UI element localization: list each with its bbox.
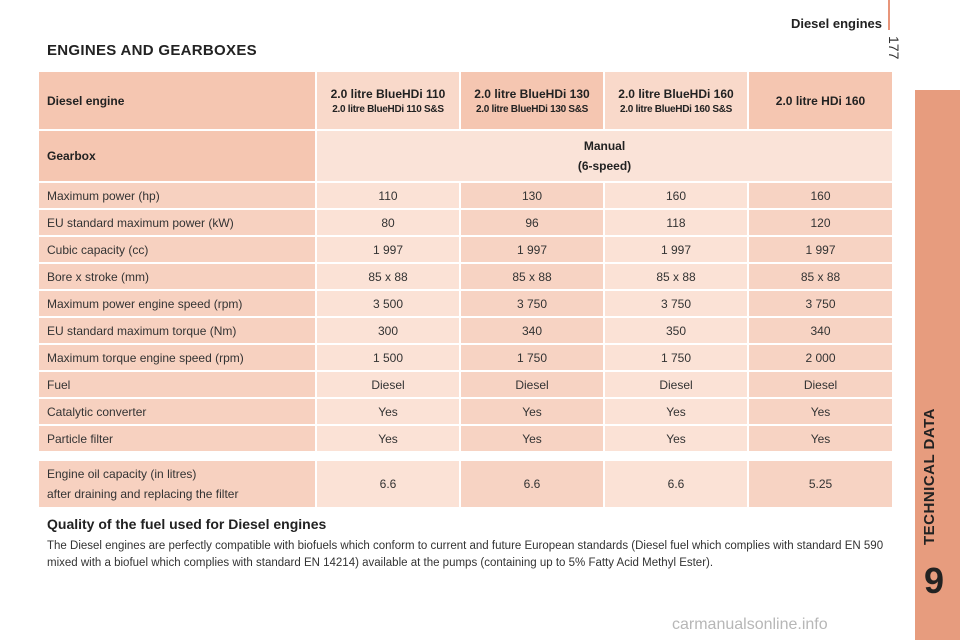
- table-cell: Yes: [459, 426, 603, 453]
- engine-header: 2.0 litre BlueHDi 130 2.0 litre BlueHDi …: [459, 72, 603, 131]
- engine-name: 2.0 litre BlueHDi 160: [618, 86, 734, 101]
- engine-variant: 2.0 litre BlueHDi 130 S&S: [476, 103, 588, 115]
- engine-spec-table: Diesel engine 2.0 litre BlueHDi 110 2.0 …: [39, 72, 892, 453]
- table-cell: 1 997: [747, 237, 892, 264]
- table-row: Cubic capacity (cc) 1 997 1 997 1 997 1 997: [39, 237, 892, 264]
- table-cell: 350: [603, 318, 747, 345]
- table-cell: 110: [315, 183, 459, 210]
- row-label: Bore x stroke (mm): [39, 264, 315, 291]
- row-label: Particle filter: [39, 426, 315, 453]
- engine-header: 2.0 litre BlueHDi 110 2.0 litre BlueHDi …: [315, 72, 459, 131]
- table-cell: Yes: [459, 399, 603, 426]
- table-cell: Diesel: [459, 372, 603, 399]
- section-title: ENGINES AND GEARBOXES: [47, 42, 257, 59]
- header-divider: [888, 0, 890, 30]
- chapter-number: 9: [924, 560, 945, 601]
- table-cell: 1 997: [315, 237, 459, 264]
- table-cell: 1 997: [459, 237, 603, 264]
- table-cell: Yes: [747, 426, 892, 453]
- table-cell: 96: [459, 210, 603, 237]
- table-cell: Diesel: [603, 372, 747, 399]
- table-cell: 300: [315, 318, 459, 345]
- row-label: Maximum power (hp): [39, 183, 315, 210]
- table-row: Bore x stroke (mm) 85 x 88 85 x 88 85 x 88 8…: [39, 264, 892, 291]
- table-cell: 118: [603, 210, 747, 237]
- gearbox-label: Gearbox: [39, 131, 315, 183]
- oil-capacity-value: 6.6: [315, 461, 459, 507]
- table-header-row: Diesel engine 2.0 litre BlueHDi 110 2.0 …: [39, 72, 892, 131]
- table-cell: 1 500: [315, 345, 459, 372]
- row-label: Cubic capacity (cc): [39, 237, 315, 264]
- table-cell: 160: [603, 183, 747, 210]
- row-label: Maximum torque engine speed (rpm): [39, 345, 315, 372]
- fuel-quality-title: Quality of the fuel used for Diesel engi…: [47, 516, 327, 532]
- table-cell: Yes: [315, 399, 459, 426]
- row-label: EU standard maximum torque (Nm): [39, 318, 315, 345]
- table-cell: 85 x 88: [315, 264, 459, 291]
- gearbox-row: Gearbox Manual (6-speed): [39, 131, 892, 183]
- table-cell: 130: [459, 183, 603, 210]
- oil-capacity-value: 6.6: [603, 461, 747, 507]
- table-row: EU standard maximum power (kW) 80 96 118 120: [39, 210, 892, 237]
- table-cell: 1 750: [459, 345, 603, 372]
- oil-label-line2: after draining and replacing the filter: [47, 487, 239, 501]
- table-row: Maximum torque engine speed (rpm) 1 500 1 …: [39, 345, 892, 372]
- table-cell: Yes: [747, 399, 892, 426]
- table-cell: 85 x 88: [603, 264, 747, 291]
- row-label: Catalytic converter: [39, 399, 315, 426]
- table-cell: 85 x 88: [459, 264, 603, 291]
- chapter-tab: [915, 90, 960, 640]
- oil-label-line1: Engine oil capacity (in litres): [47, 467, 197, 481]
- table-cell: 160: [747, 183, 892, 210]
- table-cell: 340: [747, 318, 892, 345]
- table-cell: 3 750: [603, 291, 747, 318]
- engine-column-label: Diesel engine: [39, 72, 315, 131]
- table-cell: Yes: [603, 399, 747, 426]
- row-label: Fuel: [39, 372, 315, 399]
- engine-header: 2.0 litre HDi 160: [747, 72, 892, 131]
- gearbox-type: Manual: [583, 139, 626, 153]
- table-cell: 80: [315, 210, 459, 237]
- table-cell: 3 750: [747, 291, 892, 318]
- header-title: Diesel engines: [790, 16, 882, 31]
- table-cell: Diesel: [315, 372, 459, 399]
- row-label: Maximum power engine speed (rpm): [39, 291, 315, 318]
- oil-capacity-label: Engine oil capacity (in litres) after dr…: [39, 461, 315, 507]
- gearbox-speeds: (6-speed): [577, 159, 632, 173]
- table-cell: 340: [459, 318, 603, 345]
- oil-capacity-table: Engine oil capacity (in litres) after dr…: [39, 461, 892, 507]
- watermark: carmanualsonline.info: [672, 616, 828, 633]
- gearbox-value: Manual (6-speed): [315, 131, 892, 183]
- oil-capacity-value: 5.25: [747, 461, 892, 507]
- table-cell: 85 x 88: [747, 264, 892, 291]
- engine-name: 2.0 litre BlueHDi 130: [474, 86, 590, 101]
- table-row: Maximum power (hp) 110 130 160 160: [39, 183, 892, 210]
- engine-variant: 2.0 litre BlueHDi 110 S&S: [332, 103, 444, 115]
- table-cell: 1 750: [603, 345, 747, 372]
- engine-name: 2.0 litre BlueHDi 110: [330, 86, 446, 101]
- table-row: EU standard maximum torque (Nm) 300 340 350…: [39, 318, 892, 345]
- oil-capacity-row: Engine oil capacity (in litres) after dr…: [39, 461, 892, 507]
- chapter-label: TECHNICAL DATA: [921, 408, 938, 545]
- table-cell: 3 750: [459, 291, 603, 318]
- engine-variant: 2.0 litre BlueHDi 160 S&S: [620, 103, 732, 115]
- table-row: Maximum power engine speed (rpm) 3 500 3 7…: [39, 291, 892, 318]
- fuel-quality-text: The Diesel engines are perfectly compati…: [47, 540, 884, 569]
- page-number: 177: [886, 36, 902, 60]
- table-row: Catalytic converter Yes Yes Yes Yes: [39, 399, 892, 426]
- engine-name: 2.0 litre HDi 160: [775, 93, 866, 108]
- table-row: Particle filter Yes Yes Yes Yes: [39, 426, 892, 453]
- table-row: Fuel Diesel Diesel Diesel Diesel: [39, 372, 892, 399]
- table-cell: 120: [747, 210, 892, 237]
- table-cell: Diesel: [747, 372, 892, 399]
- table-cell: Yes: [603, 426, 747, 453]
- table-cell: 3 500: [315, 291, 459, 318]
- table-cell: Yes: [315, 426, 459, 453]
- table-cell: 2 000: [747, 345, 892, 372]
- row-label: EU standard maximum power (kW): [39, 210, 315, 237]
- engine-header: 2.0 litre BlueHDi 160 2.0 litre BlueHDi …: [603, 72, 747, 131]
- oil-capacity-value: 6.6: [459, 461, 603, 507]
- table-cell: 1 997: [603, 237, 747, 264]
